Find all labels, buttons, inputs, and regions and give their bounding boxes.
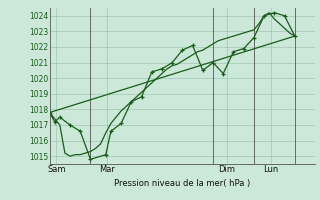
X-axis label: Pression niveau de la mer( hPa ): Pression niveau de la mer( hPa ) xyxy=(114,179,251,188)
